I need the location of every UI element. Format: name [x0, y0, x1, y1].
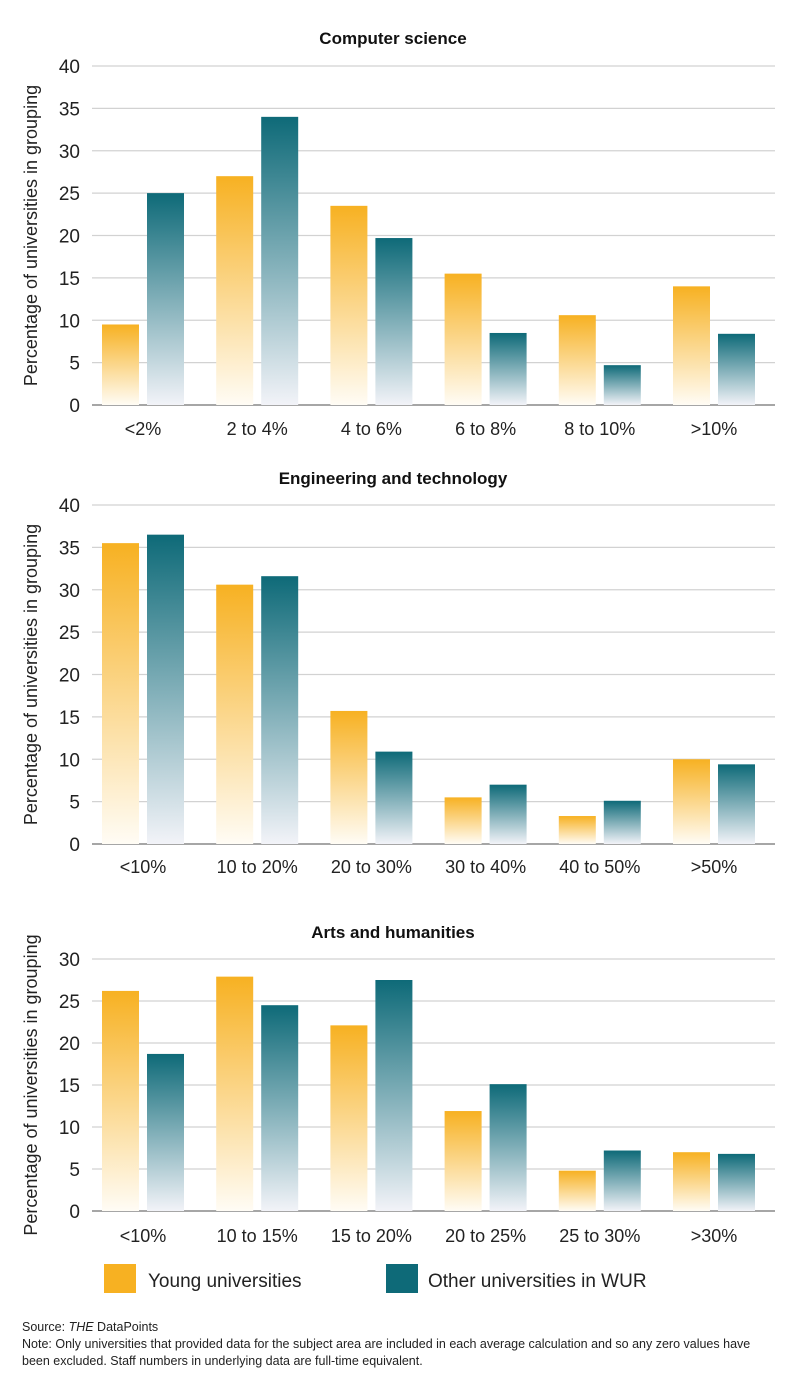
bar-other	[603, 1150, 641, 1211]
y-tick-label: 0	[69, 396, 80, 417]
y-tick-label: 10	[59, 1118, 80, 1139]
legend-swatch-young	[104, 1264, 136, 1293]
bar-other	[718, 333, 755, 405]
x-tick-label: >10%	[691, 419, 738, 439]
bar-young	[444, 1111, 482, 1211]
x-tick-label: 30 to 40%	[445, 857, 526, 877]
y-tick-label: 0	[69, 835, 80, 856]
x-tick-label: 25 to 30%	[559, 1226, 640, 1246]
y-tick-label: 10	[59, 311, 80, 332]
chart-title: Computer science	[319, 29, 466, 48]
y-tick-label: 40	[59, 57, 80, 78]
y-tick-label: 35	[59, 538, 80, 559]
bar-other	[375, 238, 413, 405]
x-tick-label: 40 to 50%	[559, 857, 640, 877]
y-tick-label: 40	[59, 496, 80, 517]
bar-other	[603, 800, 641, 844]
y-axis-label: Percentage of universities in grouping	[21, 85, 41, 386]
x-tick-label: 20 to 25%	[445, 1226, 526, 1246]
bar-young	[216, 176, 254, 405]
bar-other	[718, 764, 755, 844]
source-line: Source: THE DataPoints	[22, 1319, 158, 1336]
y-tick-label: 0	[69, 1202, 80, 1223]
bar-young	[330, 1025, 368, 1211]
y-tick-label: 25	[59, 992, 80, 1013]
y-tick-label: 30	[59, 581, 80, 602]
y-tick-label: 20	[59, 227, 80, 248]
x-tick-label: 8 to 10%	[564, 419, 635, 439]
bar-other	[489, 1084, 527, 1211]
legend-label-other: Other universities in WUR	[428, 1271, 647, 1292]
bar-other	[489, 332, 527, 405]
y-tick-label: 30	[59, 950, 80, 971]
x-tick-label: <10%	[120, 1226, 167, 1246]
bar-young	[444, 273, 482, 405]
bar-other	[375, 980, 413, 1211]
bar-young	[673, 286, 710, 405]
bar-young	[330, 710, 368, 844]
y-tick-label: 5	[69, 1160, 80, 1181]
y-tick-label: 5	[69, 793, 80, 814]
x-tick-label: <10%	[120, 857, 167, 877]
bar-young	[102, 990, 139, 1211]
x-tick-label: 10 to 15%	[217, 1226, 298, 1246]
bar-other	[718, 1153, 755, 1211]
x-tick-label: 2 to 4%	[227, 419, 288, 439]
x-tick-label: >50%	[691, 857, 738, 877]
chart-panel-1: Engineering and technology Percentage of …	[21, 469, 775, 877]
x-tick-label: 15 to 20%	[331, 1226, 412, 1246]
bar-other	[261, 1005, 299, 1211]
bar-young	[216, 976, 254, 1211]
bar-young	[558, 816, 596, 844]
source-prefix: Source:	[22, 1320, 69, 1334]
chart-title: Arts and humanities	[311, 923, 474, 942]
bar-other	[261, 576, 299, 844]
x-tick-label: 20 to 30%	[331, 857, 412, 877]
x-tick-label: >30%	[691, 1226, 738, 1246]
bar-other	[375, 751, 413, 844]
bar-young	[558, 1170, 596, 1211]
bar-other	[147, 1053, 184, 1211]
bar-young	[330, 205, 368, 405]
bar-young	[216, 584, 254, 844]
bar-other	[147, 534, 184, 844]
bar-young	[673, 1152, 710, 1211]
bar-other	[147, 193, 184, 405]
y-tick-label: 10	[59, 750, 80, 771]
source-italic: THE	[68, 1320, 94, 1334]
x-tick-label: <2%	[125, 419, 162, 439]
source-suffix: DataPoints	[93, 1320, 159, 1334]
y-tick-label: 20	[59, 666, 80, 687]
y-axis-label: Percentage of universities in grouping	[21, 524, 41, 825]
legend-label-young: Young universities	[148, 1271, 302, 1292]
chart-panel-0: Computer science Percentage of universiti…	[21, 29, 775, 439]
y-tick-label: 20	[59, 1034, 80, 1055]
bar-other	[489, 784, 527, 844]
y-tick-label: 15	[59, 708, 80, 729]
y-tick-label: 35	[59, 99, 80, 120]
legend-swatch-other	[386, 1264, 418, 1293]
bar-young	[102, 324, 139, 405]
y-tick-label: 5	[69, 354, 80, 375]
chart-panel-2: Arts and humanities Percentage of univers…	[21, 923, 775, 1246]
bar-young	[102, 543, 139, 844]
y-tick-label: 15	[59, 1076, 80, 1097]
legend: Young universities Other universities in…	[104, 1264, 647, 1293]
note-text: Note: Only universities that provided da…	[22, 1337, 751, 1368]
y-tick-label: 25	[59, 623, 80, 644]
bar-young	[558, 315, 596, 405]
x-tick-label: 4 to 6%	[341, 419, 402, 439]
chart-title: Engineering and technology	[279, 469, 508, 488]
y-tick-label: 25	[59, 184, 80, 205]
bar-other	[261, 116, 299, 405]
y-tick-label: 15	[59, 269, 80, 290]
y-tick-label: 30	[59, 142, 80, 163]
x-tick-label: 10 to 20%	[217, 857, 298, 877]
bar-other	[603, 365, 641, 405]
bar-young	[673, 759, 710, 844]
y-axis-label: Percentage of universities in grouping	[21, 934, 41, 1235]
x-tick-label: 6 to 8%	[455, 419, 516, 439]
bar-young	[444, 797, 482, 844]
